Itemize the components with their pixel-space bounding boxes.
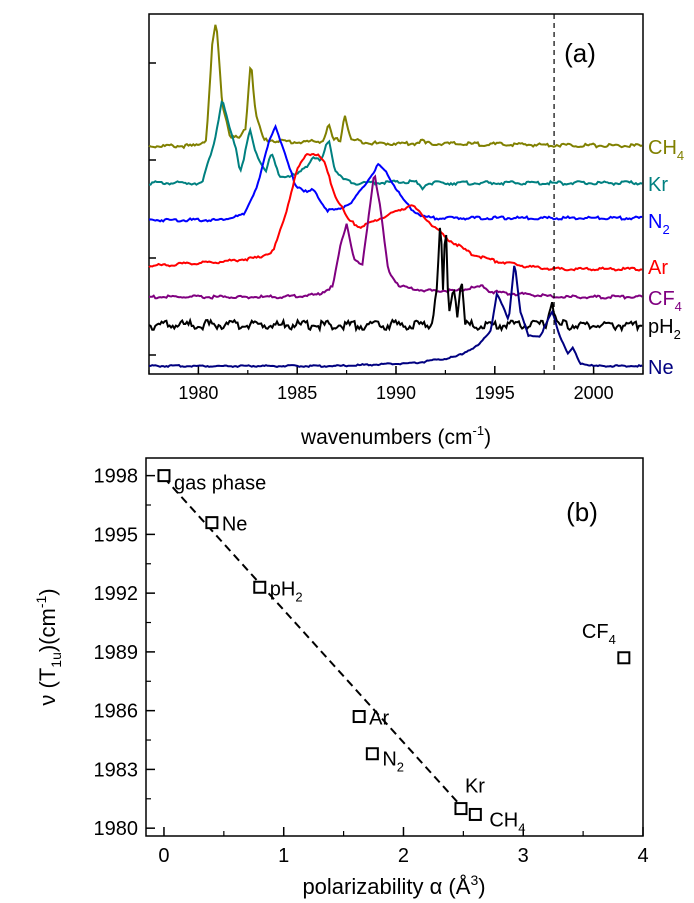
series-label-cf4: CF4 — [648, 288, 682, 314]
data-point-label: gas phase — [174, 473, 266, 495]
x-tick-label: 0 — [158, 845, 169, 867]
y-tick-label: 1995 — [94, 524, 139, 546]
data-point-marker — [468, 807, 482, 821]
panel-a-xlabel: wavenumbers (cm-1) — [300, 423, 491, 449]
series-line-kr — [148, 100, 643, 191]
x-tick-label: 1995 — [475, 383, 515, 403]
x-tick-label: 1980 — [178, 383, 218, 403]
panel-a-left-ticks — [149, 62, 156, 356]
x-tick-label: 2000 — [574, 383, 614, 403]
y-tick-label: 1992 — [94, 583, 139, 605]
series-line-ph2 — [148, 227, 643, 333]
panel-b-frame — [145, 457, 644, 837]
series-label-ch4: CH4 — [648, 137, 684, 163]
panel-b-label: (b) — [566, 497, 598, 527]
panel-a-label: (a) — [564, 38, 596, 68]
y-tick-label: 1983 — [94, 759, 139, 781]
data-point-marker — [205, 516, 219, 530]
series-line-ne — [149, 265, 643, 369]
data-point-label: Ne — [222, 514, 248, 536]
series-label-n2: N2 — [648, 211, 670, 237]
data-point-label: CF4 — [582, 621, 616, 647]
series-label-ar: Ar — [648, 257, 668, 279]
series-label-ne: Ne — [648, 357, 674, 379]
fit-dashed-line — [163, 476, 465, 810]
y-tick-label: 1980 — [94, 818, 139, 840]
panel-b-xlabel: polarizability α (Å3) — [302, 872, 485, 899]
data-point-label: Ar — [369, 708, 389, 730]
panel-a-series — [148, 24, 643, 369]
data-point-marker — [365, 747, 379, 761]
data-point-marker — [157, 469, 171, 483]
y-tick-label: 1989 — [94, 642, 139, 664]
x-tick-label: 1985 — [277, 383, 317, 403]
x-tick-label: 2 — [398, 845, 409, 867]
series-label-ph2: pH2 — [648, 316, 681, 342]
x-tick-label: 1 — [278, 845, 289, 867]
data-point-marker — [617, 651, 631, 665]
x-tick-label: 4 — [637, 845, 648, 867]
panel-b-ylabel: ν (T1u)(cm-1) — [33, 588, 64, 705]
data-point-label: CH4 — [489, 809, 525, 835]
series-label-kr: Kr — [648, 174, 668, 196]
series-line-ar — [148, 152, 643, 272]
data-point-label: N2 — [382, 749, 404, 775]
series-line-cf4 — [148, 174, 643, 300]
data-point-label: pH2 — [270, 578, 303, 604]
data-point-marker — [454, 802, 468, 816]
panel-b-x-ticks: 0 1 2 3 4 — [158, 827, 649, 867]
y-tick-label: 1986 — [94, 701, 139, 723]
series-line-n2 — [148, 123, 643, 223]
data-point-label: Kr — [465, 776, 485, 798]
data-point-marker — [352, 710, 366, 724]
x-tick-label: 1990 — [376, 383, 416, 403]
panel-b: 0 1 2 3 4 1980 1983 1986 1989 1992 1995 1998 gas p… — [33, 457, 649, 899]
series-line-ch4 — [148, 24, 643, 150]
data-point-marker — [253, 580, 267, 594]
x-tick-label: 3 — [518, 845, 529, 867]
panel-b-y-ticks: 1980 1983 1986 1989 1992 1995 1998 — [94, 466, 155, 840]
panel-a-x-ticks: 1980 1985 1990 1995 2000 — [148, 366, 644, 403]
y-tick-label: 1998 — [94, 466, 139, 488]
